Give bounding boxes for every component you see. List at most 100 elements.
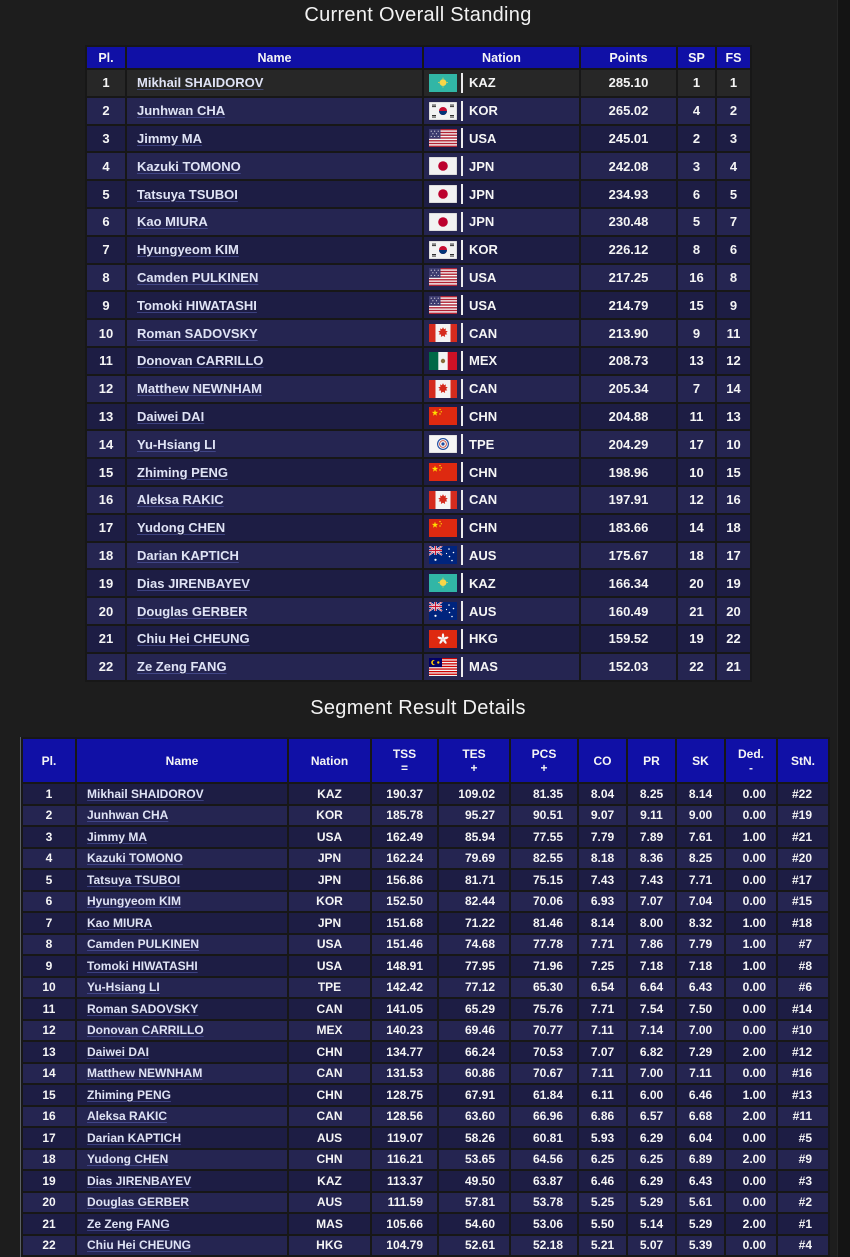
skater-name-link[interactable]: Mikhail SHAIDOROV [137, 75, 264, 91]
nation-cell: KOR [424, 236, 579, 263]
pr-cell: 5.07 [628, 1235, 675, 1255]
tss-cell: 152.50 [372, 891, 437, 911]
skater-name-link[interactable]: Douglas GERBER [87, 1195, 190, 1210]
nation-code: CAN [289, 999, 370, 1019]
skater-name-link[interactable]: Kao MIURA [87, 915, 153, 930]
segment-table-row: 18 Yudong CHEN CHN 116.21 53.65 64.56 6.25 6.25… [23, 1149, 828, 1169]
sk-cell: 7.11 [677, 1063, 724, 1083]
flag-divider [461, 489, 463, 510]
overall-standing-table: Pl. Name Nation Points SP FS 1 Mikhail SH… [85, 45, 752, 682]
skater-name-link[interactable]: Dias JIRENBAYEV [137, 575, 250, 591]
place-cell: 5 [23, 870, 75, 890]
co-cell: 7.71 [579, 934, 626, 954]
skater-name-link[interactable]: Tatsuya TSUBOI [137, 186, 238, 202]
flag-divider [461, 573, 463, 594]
skater-name-link[interactable]: Daiwei DAI [87, 1044, 150, 1059]
skater-name-link[interactable]: Ze Zeng FANG [87, 1216, 170, 1231]
pcs-cell: 53.06 [511, 1214, 577, 1234]
flag-divider [461, 128, 463, 149]
flag-divider [461, 628, 463, 649]
place-cell: 9 [87, 292, 125, 319]
skater-name-link[interactable]: Donovan CARRILLO [137, 353, 264, 369]
tss-cell: 185.78 [372, 805, 437, 825]
flag-divider [461, 211, 463, 232]
pcs-cell: 75.76 [511, 999, 577, 1019]
name-cell: Camden PULKINEN [77, 934, 287, 954]
overall-standing-title: Current Overall Standing [304, 4, 532, 26]
skater-name-link[interactable]: Matthew NEWNHAM [87, 1066, 203, 1081]
skater-name-link[interactable]: Yu-Hsiang LI [137, 436, 216, 452]
skater-name-link[interactable]: Jimmy MA [137, 130, 203, 146]
place-cell: 1 [23, 784, 75, 804]
skater-name-link[interactable]: Tomoki HIWATASHI [137, 297, 257, 313]
place-cell: 19 [87, 570, 125, 597]
tss-cell: 148.91 [372, 956, 437, 976]
skater-name-link[interactable]: Mikhail SHAIDOROV [87, 786, 204, 801]
flag-can-icon [429, 324, 457, 343]
overall-col-points: Points [581, 47, 676, 68]
skater-name-link[interactable]: Roman SADOVSKY [87, 1001, 199, 1016]
skater-name-link[interactable]: Aleksa RAKIC [137, 492, 224, 508]
nation-cell: USA [424, 125, 579, 152]
deduction-cell: 0.00 [726, 1063, 776, 1083]
skater-name-link[interactable]: Chiu Hei CHEUNG [137, 631, 250, 647]
nation-code: CAN [469, 492, 498, 508]
skater-name-link[interactable]: Dias JIRENBAYEV [87, 1173, 192, 1188]
pr-cell: 6.29 [628, 1128, 675, 1148]
points-cell: 175.67 [581, 542, 676, 569]
skater-name-link[interactable]: Junhwan CHA [87, 808, 169, 823]
skater-name-link[interactable]: Yudong CHEN [87, 1152, 169, 1167]
skater-name-link[interactable]: Yudong CHEN [137, 520, 226, 536]
skater-name-link[interactable]: Douglas GERBER [137, 603, 248, 619]
nation-code: JPN [469, 158, 495, 174]
flag-kaz-icon [429, 73, 457, 92]
segment-col-pcs: PCS + [511, 739, 577, 782]
nation-cell: USA [424, 264, 579, 291]
nation-cell: JPN [424, 153, 579, 180]
flag-divider [461, 601, 463, 622]
place-cell: 1 [87, 70, 125, 96]
sk-cell: 7.71 [677, 870, 724, 890]
place-cell: 6 [87, 208, 125, 235]
skater-name-link[interactable]: Chiu Hei CHEUNG [87, 1238, 192, 1253]
skater-name-link[interactable]: Zhiming PENG [87, 1087, 171, 1102]
tes-cell: 71.22 [439, 913, 509, 933]
name-cell: Zhiming PENG [127, 459, 422, 485]
skater-name-link[interactable]: Matthew NEWNHAM [137, 381, 262, 397]
skater-name-link[interactable]: Daiwei DAI [137, 408, 205, 424]
flag-divider [461, 239, 463, 260]
skater-name-link[interactable]: Zhiming PENG [137, 464, 228, 480]
skater-name-link[interactable]: Aleksa RAKIC [87, 1109, 168, 1124]
co-cell: 6.86 [579, 1106, 626, 1126]
nation-code: USA [469, 297, 497, 313]
segment-table-row: 3 Jimmy MA USA 162.49 85.94 77.55 7.79 7.89 7.61… [23, 827, 828, 847]
skater-name-link[interactable]: Kazuki TOMONO [137, 158, 241, 174]
skater-name-link[interactable]: Roman SADOVSKY [137, 325, 258, 341]
skater-name-link[interactable]: Jimmy MA [87, 829, 148, 844]
fs-rank-cell: 6 [717, 236, 750, 263]
skater-name-link[interactable]: Tomoki HIWATASHI [87, 958, 198, 973]
sp-rank-cell: 6 [678, 181, 715, 207]
skater-name-link[interactable]: Tatsuya TSUBOI [87, 872, 181, 887]
skater-name-link[interactable]: Yu-Hsiang LI [87, 980, 160, 995]
skater-name-link[interactable]: Darian KAPTICH [137, 547, 239, 563]
skater-name-link[interactable]: Camden PULKINEN [87, 937, 200, 952]
skater-name-link[interactable]: Junhwan CHA [137, 103, 226, 119]
segment-table-row: 13 Daiwei DAI CHN 134.77 66.24 70.53 7.07 6.82 7… [23, 1042, 828, 1062]
skater-name-link[interactable]: Kao MIURA [137, 214, 208, 230]
skater-name-link[interactable]: Hyungyeom KIM [87, 894, 182, 909]
flag-hkg-icon [429, 629, 457, 648]
page-scrollbar[interactable] [837, 0, 850, 1257]
overall-table-row: 9 Tomoki HIWATASHI USA 214.79 15 9 [87, 292, 750, 319]
skater-name-link[interactable]: Donovan CARRILLO [87, 1023, 204, 1038]
skater-name-link[interactable]: Ze Zeng FANG [137, 659, 227, 675]
skater-name-link[interactable]: Camden PULKINEN [137, 269, 259, 285]
segment-result-table: Pl. Name Nation TSS = TES + PCS + CO PR … [20, 737, 830, 1257]
name-cell: Roman SADOVSKY [127, 320, 422, 346]
skater-name-link[interactable]: Kazuki TOMONO [87, 851, 183, 866]
skater-name-link[interactable]: Hyungyeom KIM [137, 242, 239, 258]
skater-name-link[interactable]: Darian KAPTICH [87, 1130, 182, 1145]
tss-cell: 156.86 [372, 870, 437, 890]
pcs-cell: 70.53 [511, 1042, 577, 1062]
name-cell: Camden PULKINEN [127, 264, 422, 291]
